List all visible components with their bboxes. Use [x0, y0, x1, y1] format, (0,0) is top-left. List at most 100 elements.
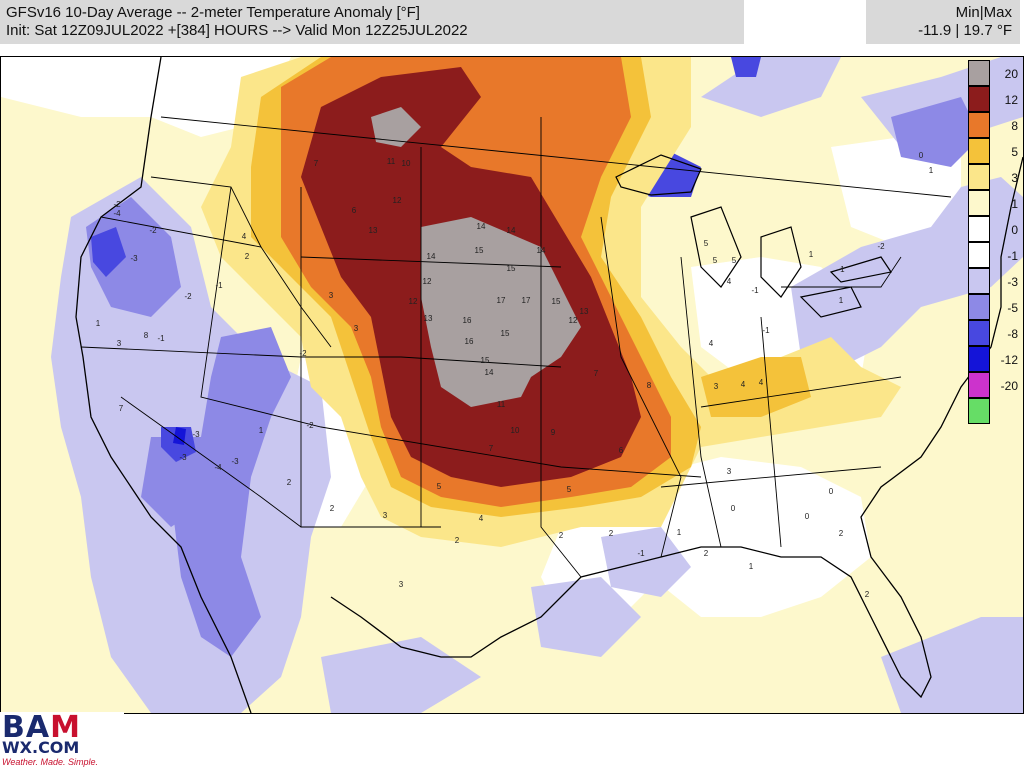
anomaly-cool-louisiana — [601, 527, 691, 597]
grid-value: -4 — [214, 463, 222, 472]
grid-value: -2 — [877, 242, 885, 251]
grid-value: 3 — [117, 339, 122, 348]
anomaly-neutral-southeast — [641, 457, 871, 617]
grid-value: -2 — [149, 226, 157, 235]
legend-label: 5 — [1011, 145, 1018, 159]
legend-swatch — [968, 346, 990, 372]
logo-site: WX.COM — [2, 738, 80, 757]
grid-value: -1 — [762, 326, 770, 335]
grid-value: 2 — [245, 252, 250, 261]
grid-value: 1 — [839, 296, 844, 305]
grid-value: -2 — [113, 200, 121, 209]
state-borders — [80, 116, 952, 578]
minmax-box: Min|Max -11.9 | 19.7 °F — [866, 0, 1020, 44]
grid-value: -3 — [179, 453, 187, 462]
grid-value: 2 — [455, 536, 460, 545]
grid-value: 1 — [259, 426, 264, 435]
grid-value: 2 — [704, 549, 709, 558]
legend-swatch — [968, 112, 990, 138]
anomaly-cool-texas-coast — [531, 577, 641, 657]
map-header: GFSv16 10-Day Average -- 2-meter Tempera… — [0, 0, 744, 44]
grid-value: -4 — [113, 209, 121, 218]
anomaly-neutral-northeast — [831, 137, 961, 247]
anomaly-cold-great-basin — [171, 327, 291, 657]
grid-value: 10 — [402, 159, 411, 168]
grid-value: 1 — [96, 319, 101, 328]
grid-value: 0 — [919, 151, 924, 160]
legend-label: 1 — [1011, 197, 1018, 211]
init-valid-line: Init: Sat 12Z09JUL2022 +[384] HOURS --> … — [6, 22, 468, 39]
grid-value: 4 — [759, 378, 764, 387]
grid-value: -1 — [751, 286, 759, 295]
grid-value: 2 — [865, 590, 870, 599]
legend-label: -1 — [1007, 249, 1018, 263]
legend-label: 20 — [1004, 67, 1018, 81]
grid-value: 15 — [552, 297, 561, 306]
anomaly-colder-canada — [731, 57, 761, 77]
anomaly-cool-ontario — [701, 57, 841, 117]
grid-value: 7 — [119, 404, 124, 413]
legend-swatch — [968, 320, 990, 346]
legend-swatch — [968, 190, 990, 216]
logo-wordmark: BAM — [2, 710, 81, 745]
anomaly-extreme-montana — [371, 107, 421, 147]
anomaly-cool-atlantic — [881, 617, 1023, 713]
grid-value: 1 — [677, 528, 682, 537]
grid-value: 9 — [551, 428, 556, 437]
grid-value: 11 — [387, 157, 396, 166]
grid-value: 12 — [393, 196, 402, 205]
legend-label: -5 — [1007, 301, 1018, 315]
legend-swatch — [968, 372, 990, 398]
grid-value: 15 — [501, 329, 510, 338]
grid-value: -3 — [130, 254, 138, 263]
grid-value: 13 — [424, 314, 433, 323]
legend-swatch — [968, 398, 990, 424]
grid-value: 7 — [314, 159, 319, 168]
grid-value: -2 — [299, 349, 307, 358]
grid-value: 14 — [507, 226, 516, 235]
grid-value: -2 — [306, 421, 314, 430]
legend-swatch — [968, 138, 990, 164]
grid-value: -1 — [215, 281, 223, 290]
legend-label: 3 — [1011, 171, 1018, 185]
grid-value: 13 — [580, 307, 589, 316]
grid-value: 12 — [569, 316, 578, 325]
grid-value: 10 — [511, 426, 520, 435]
grid-value: -1 — [837, 265, 845, 274]
legend-swatch — [968, 294, 990, 320]
anomaly-neutral-nw — [1, 57, 291, 137]
legend-swatch — [968, 86, 990, 112]
grid-value: 2 — [287, 478, 292, 487]
grid-value: 5 — [713, 256, 718, 265]
grid-value: 5 — [567, 485, 572, 494]
grid-value: 14 — [537, 246, 546, 255]
grid-value: 3 — [329, 291, 334, 300]
grid-value: 0 — [731, 504, 736, 513]
grid-value: 6 — [352, 206, 357, 215]
legend-label: 0 — [1011, 223, 1018, 237]
grid-value: 14 — [485, 368, 494, 377]
grid-value: 15 — [507, 264, 516, 273]
grid-value: -3 — [192, 430, 200, 439]
legend-swatch — [968, 216, 990, 242]
anomaly-cool-mexico — [321, 637, 481, 713]
grid-value: 2 — [839, 529, 844, 538]
great-lakes — [615, 154, 892, 318]
grid-value: 12 — [423, 277, 432, 286]
anomaly-colder-yosemite — [161, 427, 196, 462]
color-legend: 20 12 8 5 3 1 0 -1 -3 -5 -8 -12 -20 — [968, 58, 1018, 424]
grid-value: 5 — [704, 239, 709, 248]
grid-value: 4 — [709, 339, 714, 348]
legend-label: -8 — [1007, 327, 1018, 341]
grid-value: 11 — [497, 400, 506, 409]
grid-value: 2 — [330, 504, 335, 513]
grid-value: 8 — [647, 381, 652, 390]
grid-value: -3 — [231, 457, 239, 466]
grid-value: -1 — [157, 334, 165, 343]
anomaly-cold-maine — [891, 97, 981, 167]
minmax-value: -11.9 | 19.7 °F — [918, 22, 1012, 39]
anomaly-colder-cascades — [91, 227, 126, 277]
legend-swatch — [968, 242, 990, 268]
grid-value: 3 — [714, 382, 719, 391]
grid-value: 3 — [399, 580, 404, 589]
